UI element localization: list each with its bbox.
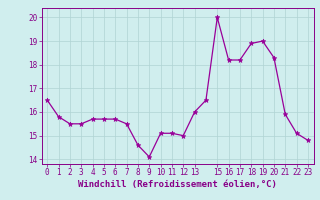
X-axis label: Windchill (Refroidissement éolien,°C): Windchill (Refroidissement éolien,°C)	[78, 180, 277, 189]
